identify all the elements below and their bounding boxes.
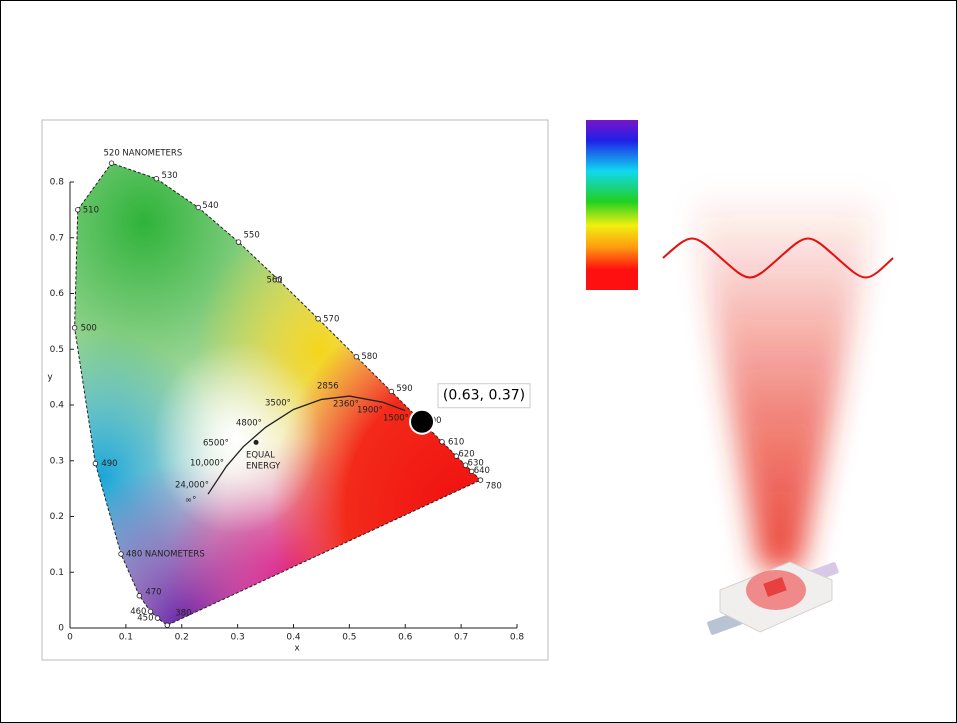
locus-point	[148, 609, 153, 614]
x-axis-label: x	[294, 644, 300, 654]
y-tick-label: 0.7	[50, 233, 64, 243]
x-tick-label: 0.8	[510, 633, 525, 643]
y-tick-label: 0.1	[50, 568, 64, 578]
y-tick-label: 0.4	[50, 401, 65, 411]
x-tick-label: 0.4	[286, 633, 301, 643]
locus-point	[165, 623, 170, 628]
wavelength-label: 550	[244, 231, 260, 241]
wavelength-label: 540	[202, 201, 218, 211]
locus-point	[236, 240, 241, 245]
wavelength-label: 380	[175, 609, 191, 619]
wavelength-label: 530	[161, 171, 177, 181]
x-tick-label: 0.7	[454, 633, 468, 643]
temperature-label: 2360°	[333, 400, 359, 410]
temperature-label: 6500°	[203, 439, 229, 449]
led	[707, 562, 840, 636]
wavelength-label: 560	[266, 275, 282, 285]
y-tick-label: 0.3	[50, 456, 64, 466]
x-tick-label: 0.1	[119, 633, 133, 643]
equal-energy-point	[254, 440, 259, 445]
light-beam	[690, 190, 880, 570]
x-tick-label: 0.6	[398, 633, 413, 643]
locus-point	[109, 161, 114, 166]
wavelength-label: 510	[83, 205, 99, 215]
y-tick-label: 0.5	[50, 345, 64, 355]
wavelength-label: 580	[361, 352, 377, 362]
temperature-label: 1500°	[383, 414, 409, 424]
color-point	[410, 410, 434, 434]
locus-point	[316, 316, 321, 321]
locus-point	[155, 616, 160, 621]
wavelength-label: 610	[448, 437, 464, 447]
equal-energy-label: ENERGY	[246, 462, 281, 472]
temperature-label: 2856	[317, 382, 339, 392]
wavelength-label: 570	[323, 314, 339, 324]
locus-point	[478, 478, 483, 483]
locus-point	[154, 176, 159, 181]
x-tick-label: 0.2	[175, 633, 189, 643]
point-label: (0.63, 0.37)	[443, 388, 525, 404]
locus-point	[440, 439, 445, 444]
temperature-label: 24,000°	[175, 481, 209, 491]
y-tick-label: 0.2	[50, 512, 64, 522]
slide: x y 380450460470480 NANOMETERS4905005105…	[0, 0, 957, 723]
equal-energy-label: EQUAL	[246, 451, 275, 461]
temperature-label: 10,000°	[190, 459, 224, 469]
wavelength-label: 780	[486, 482, 502, 492]
wavelength-label: 470	[145, 587, 161, 597]
x-tick-label: 0.5	[342, 633, 356, 643]
y-tick-label: 0	[58, 624, 64, 634]
y-tick-label: 0.8	[50, 178, 65, 188]
wavelength-label: 590	[396, 384, 412, 394]
locus-point	[137, 593, 142, 598]
wavelength-label: 640	[474, 466, 490, 476]
locus-point	[389, 389, 394, 394]
x-tick-label: 0.3	[230, 633, 244, 643]
temperature-label: 4800°	[236, 419, 262, 429]
x-tick-label: 0	[67, 633, 73, 643]
locus-point	[196, 205, 201, 210]
wavelength-label: 460	[130, 607, 146, 617]
temperature-label: ∞°	[185, 496, 196, 506]
temperature-label: 1900°	[357, 406, 383, 416]
spectrum-bar	[586, 120, 638, 290]
y-tick-label: 0.6	[50, 289, 65, 299]
locus-point	[72, 326, 77, 331]
wavelength-label: 480 NANOMETERS	[126, 550, 205, 560]
wavelength-label: 500	[81, 323, 97, 333]
slide-canvas: x y 380450460470480 NANOMETERS4905005105…	[0, 0, 957, 723]
locus-point	[75, 207, 80, 212]
locus-point	[119, 552, 124, 557]
temperature-label: 3500°	[265, 399, 291, 409]
wavelength-label: 520 NANOMETERS	[104, 149, 183, 159]
locus-point	[354, 354, 359, 359]
wavelength-label: 490	[101, 459, 117, 469]
y-axis-label: y	[47, 373, 53, 383]
locus-point	[93, 461, 98, 466]
